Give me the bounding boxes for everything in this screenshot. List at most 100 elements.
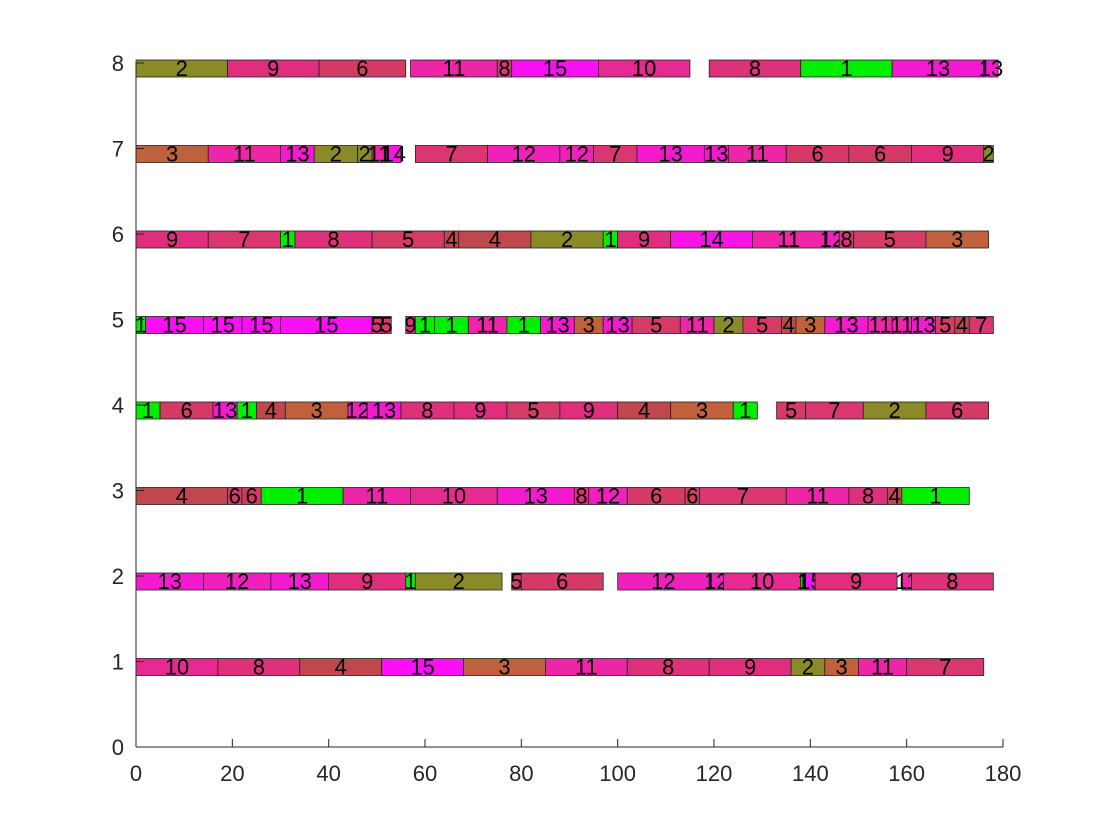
task-label: 11	[746, 142, 769, 167]
task-label: 13	[285, 142, 309, 167]
task-label: 13	[834, 313, 858, 338]
task-label: 15	[210, 313, 234, 338]
task-label: 8	[749, 56, 761, 81]
task-label: 1	[241, 398, 253, 423]
task-label: 9	[638, 227, 650, 252]
task-label: 9	[744, 655, 756, 680]
task-label: 3	[166, 142, 178, 167]
task-label: 11	[869, 313, 892, 338]
task-label: 2	[359, 142, 371, 167]
task-label: 6	[556, 569, 568, 594]
task-label: 5	[756, 313, 768, 338]
x-tick-label: 40	[316, 761, 340, 786]
x-tick-label: 60	[413, 761, 437, 786]
task-label: 3	[311, 398, 323, 423]
task-label: 11	[365, 484, 388, 509]
task-label: 6	[650, 484, 662, 509]
y-tick-label: 1	[112, 650, 124, 675]
task-label: 12	[651, 569, 675, 594]
task-label: 9	[361, 569, 373, 594]
task-label: 8	[662, 655, 674, 680]
task-label: 13	[213, 398, 237, 423]
task-label: 5	[371, 313, 383, 338]
task-label: 7	[609, 142, 621, 167]
task-label: 2	[722, 313, 734, 338]
task-label: 11	[575, 655, 598, 680]
task-label: 6	[951, 398, 963, 423]
task-label: 8	[498, 56, 510, 81]
task-label: 14	[699, 227, 723, 252]
task-label: 11	[442, 56, 465, 81]
x-tick-label: 80	[509, 761, 533, 786]
task-label: 5	[785, 398, 797, 423]
task-bar	[911, 572, 994, 591]
task-label: 8	[840, 227, 852, 252]
task-label: 13	[157, 569, 181, 594]
task-label: 1	[296, 484, 308, 509]
task-bar	[968, 316, 994, 334]
task-label: 1	[419, 313, 431, 338]
task-label: 9	[583, 398, 595, 423]
task-label: 11	[871, 655, 894, 680]
task-label: 10	[632, 56, 656, 81]
machine-row-8: 2 9 6 11 8 15 10 8 1 13 13	[135, 56, 1003, 81]
machine-row-3: 4 6 6 1 11 10 13 8 12 6 6 7 11 8 4 1	[135, 484, 970, 509]
task-label: 6	[811, 142, 823, 167]
task-bar	[983, 145, 994, 163]
task-label: 13	[658, 142, 682, 167]
task-label: 6	[686, 484, 698, 509]
task-label: 1	[445, 313, 457, 338]
task-label: 15	[410, 655, 434, 680]
task-label: 8	[862, 484, 874, 509]
machine-row-6: 9 7 1 8 5 4 4 2 1 9 14 11 128 5 3	[135, 227, 989, 252]
task-label: 11	[806, 484, 829, 509]
task-label: 12	[225, 569, 249, 594]
task-label: 13	[979, 56, 1003, 81]
task-label: 7	[445, 142, 457, 167]
task-bar	[925, 401, 989, 420]
x-tick-label: 120	[696, 761, 733, 786]
task-label: 4	[445, 227, 457, 252]
task-label: 3	[498, 655, 510, 680]
task-label: 11	[777, 227, 800, 252]
task-label: 7	[939, 655, 951, 680]
task-label: 12	[511, 142, 535, 167]
task-bar	[814, 572, 898, 591]
task-label: 8	[327, 227, 339, 252]
y-tick-label: 7	[112, 137, 124, 162]
task-label: 6	[874, 142, 886, 167]
task-label: 12	[345, 398, 369, 423]
task-label: 15	[314, 313, 338, 338]
task-label: 1	[282, 227, 294, 252]
x-tick-label: 140	[792, 761, 829, 786]
x-tick-label: 180	[985, 761, 1022, 786]
task-bar	[901, 487, 970, 505]
y-tick-label: 4	[112, 393, 124, 418]
task-label: 10	[442, 484, 466, 509]
plot-area: 10 8 4 15 3 11 8 9 2 3 11 713 12 13 9 1 2 5 6 12 12 10 115 9 11 8…	[135, 56, 1004, 680]
task-bar	[318, 59, 407, 78]
task-label: 2	[561, 227, 573, 252]
task-label: 1	[518, 313, 530, 338]
task-label: 13	[605, 313, 629, 338]
task-label: 9	[850, 569, 862, 594]
x-tick-label: 20	[220, 761, 244, 786]
task-label: 2	[982, 142, 994, 167]
task-label: 4	[783, 313, 795, 338]
task-label: 1	[135, 313, 147, 338]
task-label: 3	[836, 655, 848, 680]
task-label: 13	[524, 484, 548, 509]
task-label: 11	[233, 142, 256, 167]
task-label: 8	[575, 484, 587, 509]
task-label: 9	[404, 313, 416, 338]
task-label: 5	[884, 227, 896, 252]
task-label: 15	[543, 56, 567, 81]
task-label: 3	[951, 227, 963, 252]
task-label: 13	[911, 313, 935, 338]
task-label: 9	[474, 398, 486, 423]
task-label: 7	[828, 398, 840, 423]
task-label: 4	[335, 655, 347, 680]
task-label: 1	[840, 56, 852, 81]
